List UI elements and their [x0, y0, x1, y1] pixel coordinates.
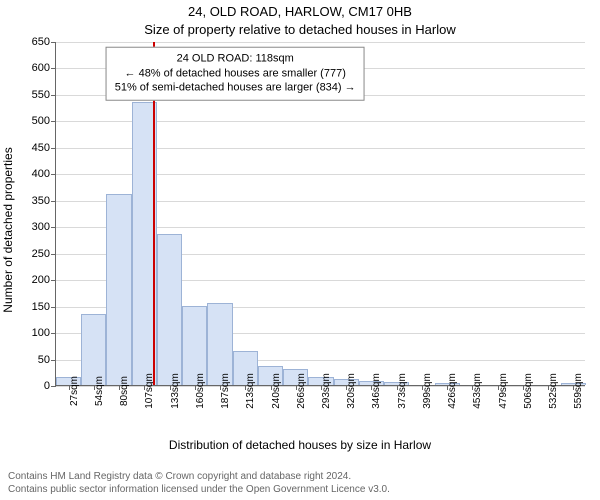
xtick-label: 266sqm	[296, 373, 307, 409]
xtick-label: 80sqm	[119, 376, 130, 406]
xtick-label: 133sqm	[170, 373, 181, 409]
xtick-label: 293sqm	[321, 373, 332, 409]
xtick-label: 453sqm	[472, 373, 483, 409]
ytick-mark	[51, 386, 56, 387]
ytick-mark	[51, 121, 56, 122]
xtick-label: 373sqm	[397, 373, 408, 409]
chart-title-line2: Size of property relative to detached ho…	[0, 22, 600, 37]
ytick-label: 250	[32, 248, 50, 260]
ytick-mark	[51, 174, 56, 175]
xtick-label: 532sqm	[548, 373, 559, 409]
ytick-mark	[51, 307, 56, 308]
ytick-label: 100	[32, 327, 50, 339]
ytick-mark	[51, 227, 56, 228]
annotation-box: 24 OLD ROAD: 118sqm← 48% of detached hou…	[106, 46, 365, 101]
chart-title-line1: 24, OLD ROAD, HARLOW, CM17 0HB	[0, 4, 600, 19]
ytick-mark	[51, 42, 56, 43]
xtick-label: 187sqm	[220, 373, 231, 409]
xtick-label: 479sqm	[498, 373, 509, 409]
ytick-label: 200	[32, 274, 50, 286]
ytick-label: 300	[32, 221, 50, 233]
xtick-label: 559sqm	[573, 373, 584, 409]
footer-attribution: Contains HM Land Registry data © Crown c…	[8, 470, 390, 496]
xtick-label: 160sqm	[195, 373, 206, 409]
histogram-bar	[106, 194, 131, 385]
histogram-bar	[81, 314, 106, 385]
ytick-mark	[51, 95, 56, 96]
ytick-label: 0	[44, 380, 50, 392]
ytick-label: 450	[32, 142, 50, 154]
ytick-mark	[51, 280, 56, 281]
plot-area: 0501001502002503003504004505005506006502…	[55, 42, 585, 386]
xtick-label: 213sqm	[245, 373, 256, 409]
xtick-label: 54sqm	[94, 376, 105, 406]
footer-line2: Contains public sector information licen…	[8, 483, 390, 496]
ytick-label: 650	[32, 36, 50, 48]
xtick-label: 240sqm	[271, 373, 282, 409]
y-axis-label: Number of detached properties	[1, 147, 15, 312]
chart-container: 24, OLD ROAD, HARLOW, CM17 0HB Size of p…	[0, 0, 600, 500]
xtick-label: 320sqm	[346, 373, 357, 409]
ytick-label: 500	[32, 115, 50, 127]
ytick-mark	[51, 360, 56, 361]
ytick-label: 550	[32, 89, 50, 101]
ytick-mark	[51, 333, 56, 334]
xtick-label: 27sqm	[69, 376, 80, 406]
ytick-label: 150	[32, 301, 50, 313]
xtick-label: 426sqm	[447, 373, 458, 409]
footer-line1: Contains HM Land Registry data © Crown c…	[8, 470, 390, 483]
histogram-bar	[157, 234, 182, 385]
ytick-label: 400	[32, 168, 50, 180]
annotation-line: 51% of semi-detached houses are larger (…	[115, 81, 356, 96]
ytick-label: 350	[32, 195, 50, 207]
ytick-label: 50	[38, 354, 50, 366]
xtick-label: 399sqm	[422, 373, 433, 409]
xtick-label: 346sqm	[371, 373, 382, 409]
x-axis-label: Distribution of detached houses by size …	[0, 438, 600, 452]
ytick-mark	[51, 148, 56, 149]
gridline	[56, 42, 585, 43]
annotation-line: 24 OLD ROAD: 118sqm	[115, 51, 356, 66]
ytick-mark	[51, 68, 56, 69]
xtick-label: 506sqm	[523, 373, 534, 409]
annotation-line: ← 48% of detached houses are smaller (77…	[115, 66, 356, 81]
ytick-mark	[51, 201, 56, 202]
ytick-mark	[51, 254, 56, 255]
ytick-label: 600	[32, 62, 50, 74]
